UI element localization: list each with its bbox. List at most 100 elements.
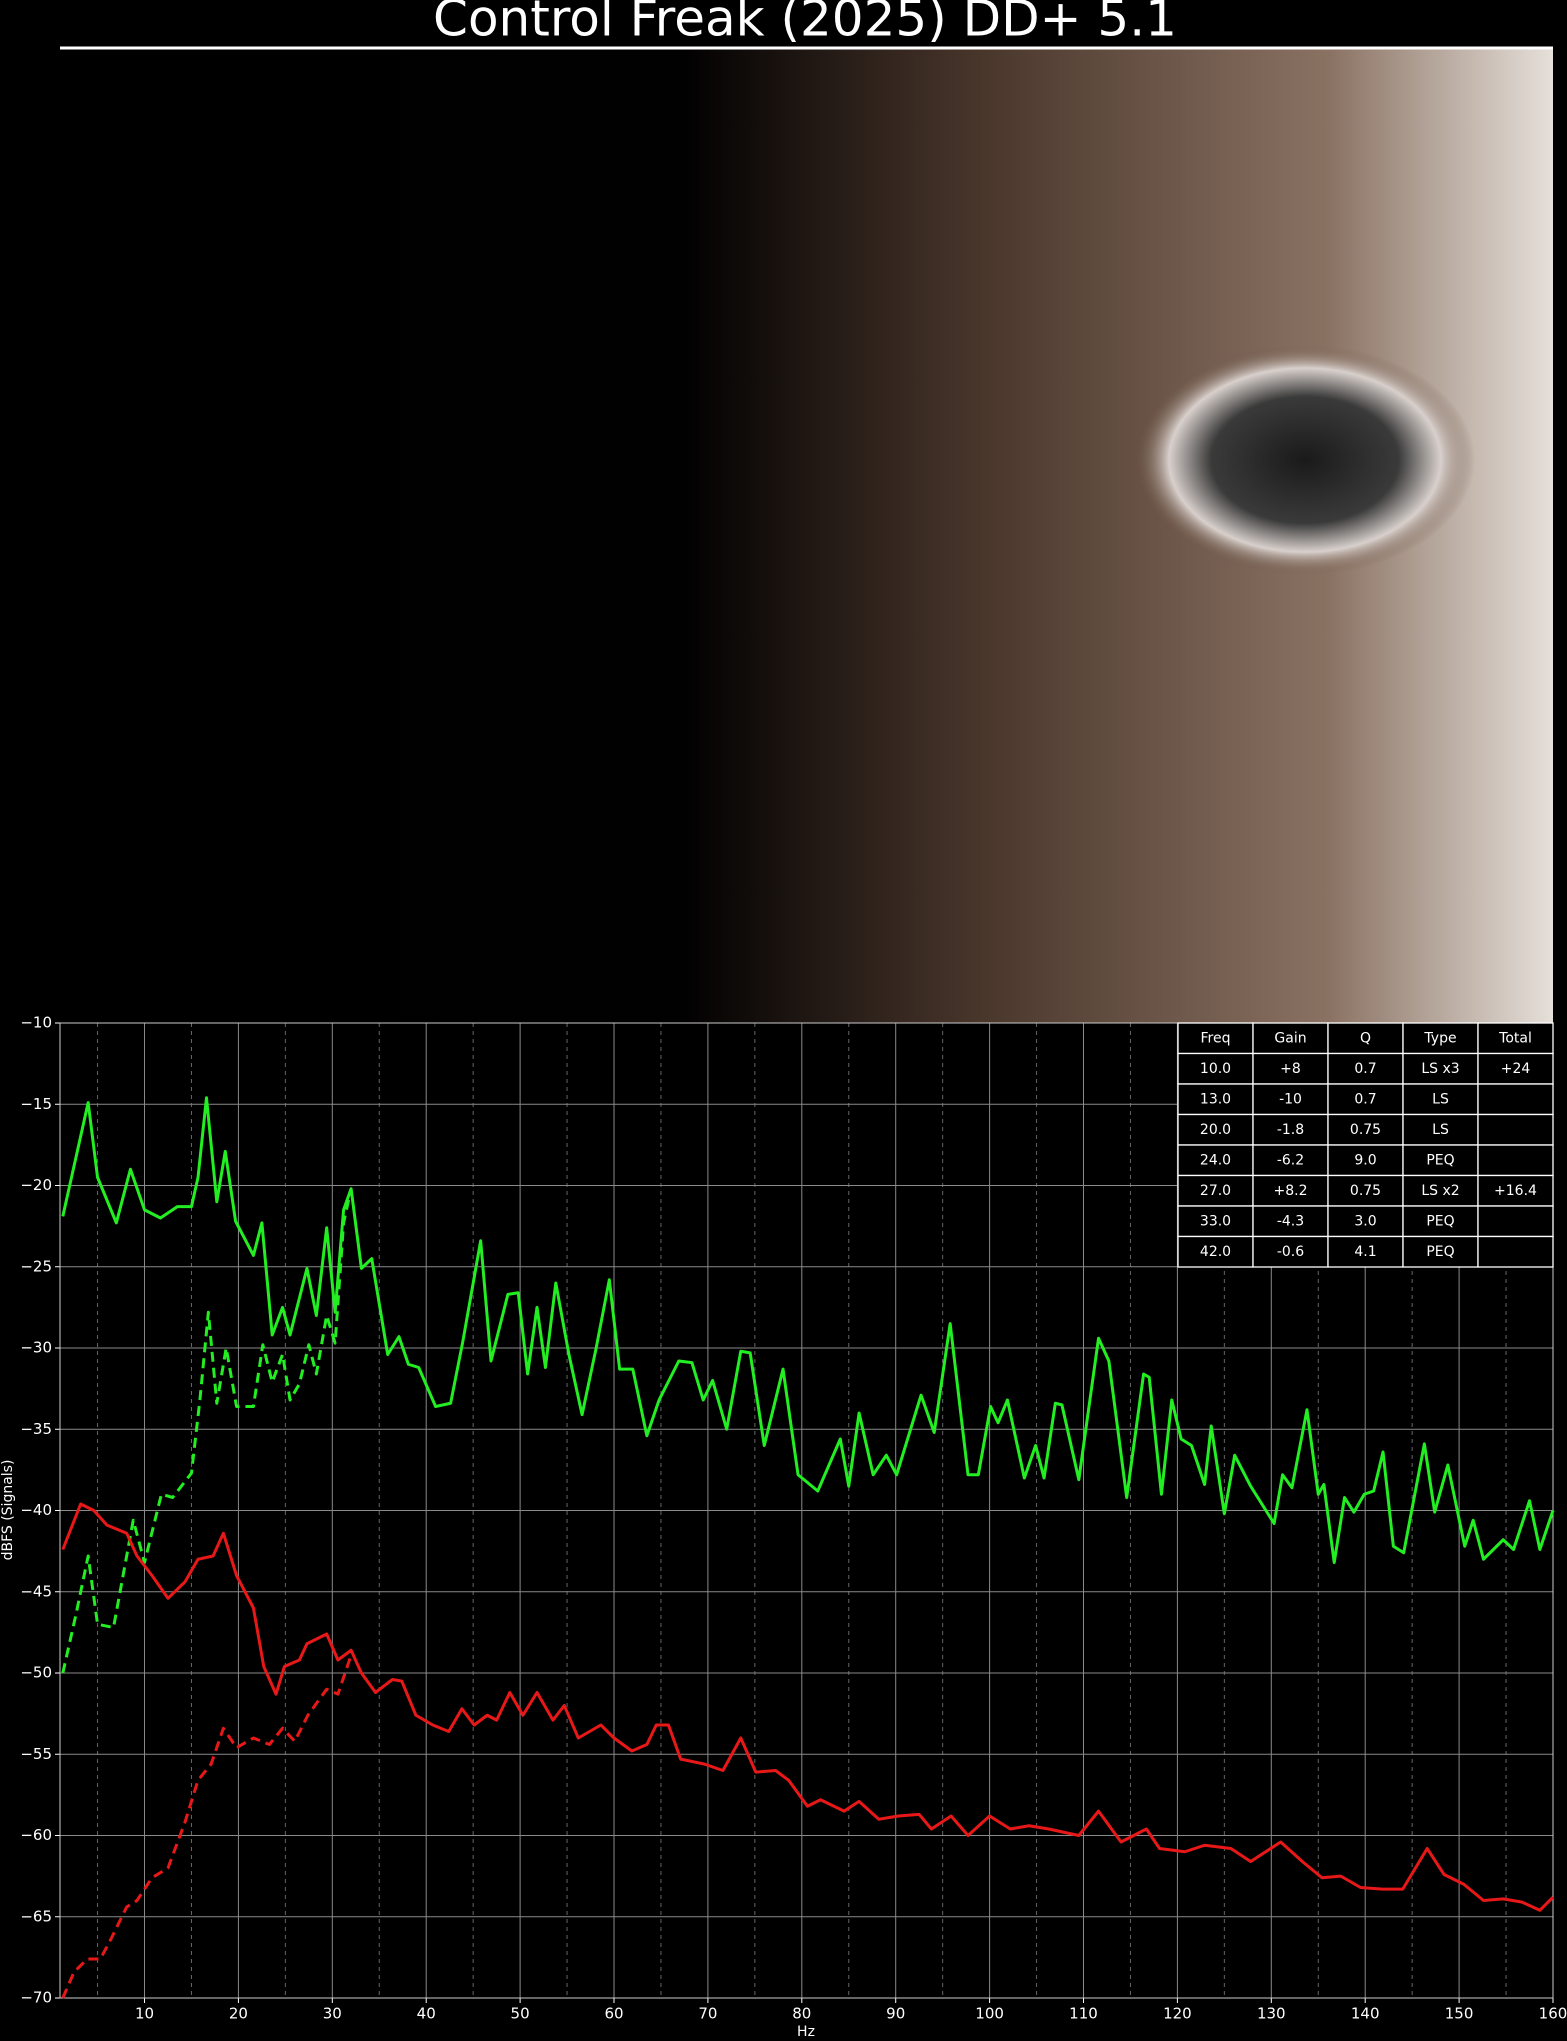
- table-cell: [1477, 1205, 1554, 1238]
- y-tick-label: −15: [20, 1095, 52, 1113]
- table-cell: [1252, 1174, 1329, 1207]
- y-tick-label: −50: [20, 1664, 52, 1682]
- table-value: 9.0: [1354, 1152, 1376, 1168]
- table-value: PEQ: [1426, 1152, 1454, 1168]
- table-value: 0.7: [1354, 1061, 1376, 1077]
- table-cell: [1177, 1113, 1254, 1146]
- table-cell: [1252, 1144, 1329, 1177]
- table-cell: [1402, 1174, 1479, 1207]
- table-value: +8: [1280, 1061, 1301, 1077]
- table-cell: [1477, 1022, 1554, 1055]
- table-cell: [1252, 1022, 1329, 1055]
- table-value: 33.0: [1200, 1213, 1231, 1229]
- table-value: -6.2: [1277, 1152, 1304, 1168]
- table-value: 20.0: [1200, 1122, 1231, 1138]
- table-cell: [1252, 1205, 1329, 1238]
- table-cell: [1477, 1144, 1554, 1177]
- x-axis-label: Hz: [797, 2024, 815, 2040]
- table-value: 0.7: [1354, 1091, 1376, 1107]
- y-tick-label: −40: [20, 1501, 52, 1519]
- line: [61, 1096, 1555, 1564]
- table-value: LS: [1432, 1091, 1449, 1107]
- x-tick-label: 90: [886, 2005, 905, 2023]
- chart-title: Control Freak (2025) DD+ 5.1: [433, 0, 1177, 48]
- x-tick-label: 40: [417, 2005, 436, 2023]
- x-tick-label: 60: [604, 2005, 623, 2023]
- table-cell: [1477, 1083, 1554, 1116]
- y-tick-label: −20: [20, 1176, 52, 1194]
- table-header: Freq: [1201, 1030, 1231, 1046]
- table-cell: [1402, 1205, 1479, 1238]
- table-cell: [1327, 1235, 1404, 1268]
- y-tick-label: −45: [20, 1582, 52, 1600]
- x-tick-label: 100: [975, 2005, 1004, 2023]
- x-tick-label: 50: [511, 2005, 530, 2023]
- table-value: -4.3: [1277, 1213, 1304, 1229]
- table-cell: [1177, 1022, 1254, 1055]
- y-tick-label: −35: [20, 1420, 52, 1438]
- x-tick-label: 160: [1539, 2005, 1567, 2023]
- table-header: Total: [1498, 1030, 1532, 1046]
- y-tick-label: −30: [20, 1339, 52, 1357]
- table-cell: [1402, 1144, 1479, 1177]
- y-tick-label: −65: [20, 1907, 52, 1925]
- table-cell: [1327, 1174, 1404, 1207]
- y-tick-label: −25: [20, 1257, 52, 1275]
- table-value: 13.0: [1200, 1091, 1231, 1107]
- table-value: +24: [1501, 1061, 1531, 1077]
- x-tick-label: 30: [323, 2005, 342, 2023]
- y-axis-label: dBFS (Signals): [0, 1460, 16, 1561]
- x-tick-label: 20: [229, 2005, 248, 2023]
- x-tick-label: 70: [698, 2005, 717, 2023]
- table-cell: [1327, 1144, 1404, 1177]
- table-value: +16.4: [1494, 1183, 1537, 1199]
- table-value: 10.0: [1200, 1061, 1231, 1077]
- table-value: -1.8: [1277, 1122, 1304, 1138]
- table-value: LS x3: [1421, 1061, 1459, 1077]
- table-value: 4.1: [1354, 1244, 1376, 1260]
- x-tick-label: 150: [1445, 2005, 1474, 2023]
- table-value: 0.75: [1350, 1122, 1381, 1138]
- table-cell: [1252, 1083, 1329, 1116]
- table-value: 42.0: [1200, 1244, 1231, 1260]
- x-tick-label: 120: [1163, 2005, 1192, 2023]
- table-value: -10: [1279, 1091, 1302, 1107]
- table-value: 27.0: [1200, 1183, 1231, 1199]
- table-cell: [1252, 1235, 1329, 1268]
- x-tick-label: 110: [1069, 2005, 1098, 2023]
- poster-eye: [1135, 345, 1475, 575]
- table-header: Type: [1423, 1030, 1456, 1046]
- table-value: 0.75: [1350, 1183, 1381, 1199]
- table-value: +8.2: [1274, 1183, 1308, 1199]
- dashed-line: [61, 1654, 353, 1999]
- table-cell: [1327, 1052, 1404, 1085]
- x-tick-label: 130: [1257, 2005, 1286, 2023]
- x-tick-label: 140: [1351, 2005, 1380, 2023]
- table-value: PEQ: [1426, 1244, 1454, 1260]
- y-tick-label: −60: [20, 1826, 52, 1844]
- table-cell: [1177, 1083, 1254, 1116]
- table-cell: [1477, 1174, 1554, 1207]
- table-header: Gain: [1274, 1030, 1306, 1046]
- table-value: PEQ: [1426, 1213, 1454, 1229]
- table-value: -0.6: [1277, 1244, 1304, 1260]
- x-tick-label: 80: [792, 2005, 811, 2023]
- table-cell: [1327, 1113, 1404, 1146]
- table-cell: [1402, 1083, 1479, 1116]
- dashed-line: [61, 1188, 353, 1674]
- y-tick-label: −55: [20, 1745, 52, 1763]
- table-cell: [1477, 1113, 1554, 1146]
- table-cell: [1252, 1052, 1329, 1085]
- line: [61, 1502, 1555, 1912]
- table-value: LS: [1432, 1122, 1449, 1138]
- y-tick-label: −70: [20, 1989, 52, 2007]
- x-tick-label: 10: [135, 2005, 154, 2023]
- table-value: 3.0: [1354, 1213, 1376, 1229]
- table-value: 24.0: [1200, 1152, 1231, 1168]
- y-tick-label: −10: [20, 1014, 52, 1032]
- table-cell: [1252, 1113, 1329, 1146]
- table-cell: [1477, 1235, 1554, 1268]
- table-header: Q: [1360, 1030, 1371, 1046]
